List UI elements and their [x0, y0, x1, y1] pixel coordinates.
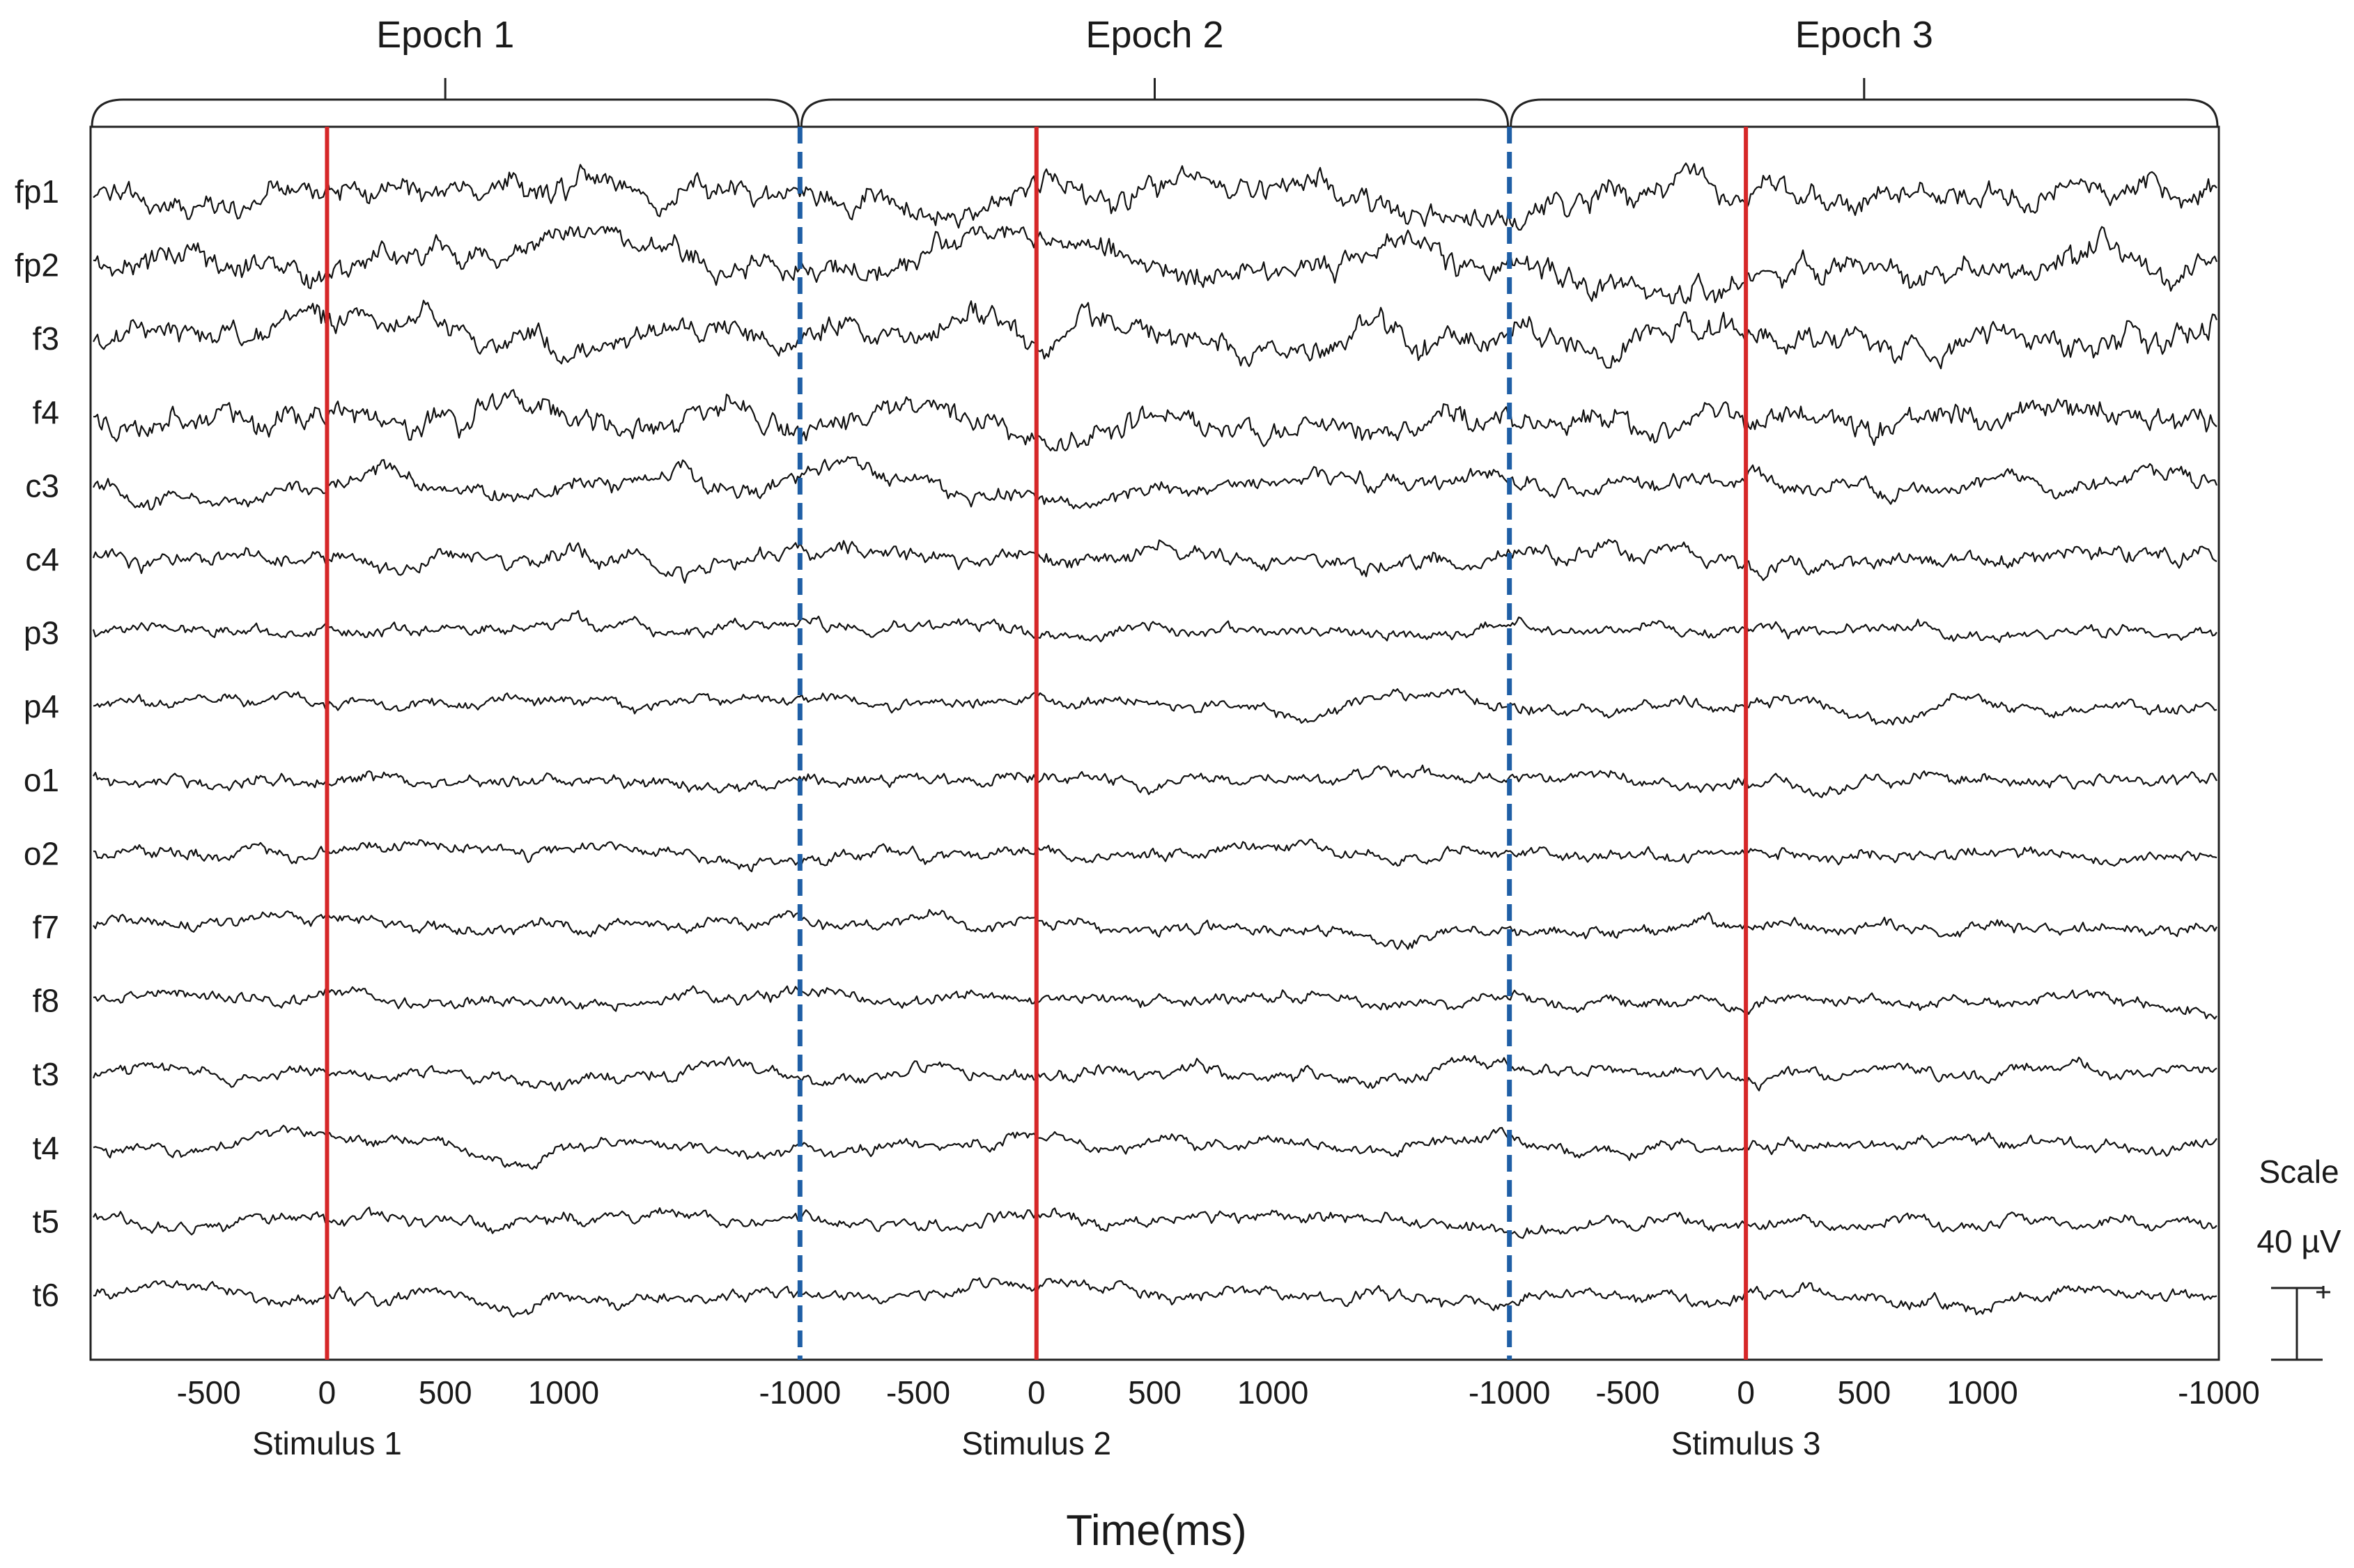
tick-label: 0 [1737, 1374, 1755, 1411]
trace-p4 [93, 688, 2217, 726]
x-tick-labels: -500 0 500 1000 -1000 -500 0 500 1000 -1000 -500 0 5… [177, 1374, 2260, 1411]
scale-title: Scale [2259, 1154, 2339, 1190]
channel-label-o1: o1 [24, 762, 59, 798]
tick-label: -1000 [759, 1374, 842, 1411]
trace-f4 [93, 389, 2217, 451]
channel-label-p4: p4 [24, 688, 59, 724]
tick-label: 500 [419, 1374, 472, 1411]
trace-p3 [92, 610, 2217, 643]
scale-bar-line [2271, 1287, 2323, 1361]
trace-o1 [93, 764, 2217, 798]
channel-labels: fp1 fp2 f3 f4 c3 c4 p3 p4 o1 o2 f7 f8 t3 t4 t5 t6 [15, 173, 59, 1313]
channel-label-fp2: fp2 [15, 247, 59, 284]
channel-label-f8: f8 [33, 983, 59, 1019]
channel-label-f3: f3 [33, 320, 59, 357]
epoch-bracket-3 [1510, 78, 2219, 127]
x-axis-title: Time(ms) [1066, 1507, 1246, 1555]
stimulus-and-boundary-markers [325, 127, 1749, 1360]
tick-label: 500 [1128, 1374, 1182, 1411]
trace-fp1 [93, 162, 2217, 231]
scale-bar-tick [2316, 1286, 2330, 1298]
trace-t4 [93, 1124, 2217, 1170]
tick-label: -500 [886, 1374, 950, 1411]
channel-label-f7: f7 [33, 909, 59, 945]
channel-label-t5: t5 [33, 1203, 59, 1239]
tick-label: 1000 [1946, 1374, 2018, 1411]
epoch-brackets [91, 78, 2219, 127]
epoch-labels: Epoch 1 Epoch 2 Epoch 3 [376, 14, 1933, 56]
scale-value: 40 µV [2256, 1223, 2341, 1259]
epoch-label-1: Epoch 1 [376, 14, 514, 56]
tick-label: 0 [318, 1374, 336, 1411]
epoch-label-3: Epoch 3 [1795, 14, 1933, 56]
channel-label-o2: o2 [24, 835, 59, 871]
trace-c4 [92, 538, 2217, 584]
trace-f7 [93, 908, 2217, 950]
channel-label-f4: f4 [33, 394, 59, 430]
channel-label-c4: c4 [25, 541, 59, 577]
channel-label-t6: t6 [33, 1277, 59, 1313]
trace-f3 [93, 300, 2218, 370]
stimulus-label-3: Stimulus 3 [1671, 1425, 1821, 1461]
channel-label-fp1: fp1 [15, 173, 59, 210]
epoch-bracket-1 [91, 78, 800, 127]
stimulus-label-1: Stimulus 1 [252, 1425, 402, 1461]
channel-label-p3: p3 [24, 615, 59, 651]
tick-label: 500 [1837, 1374, 1891, 1411]
tick-label: -1000 [2178, 1374, 2260, 1411]
trace-fp2 [93, 226, 2218, 304]
epoch-label-2: Epoch 2 [1085, 14, 1223, 56]
eeg-traces [92, 162, 2218, 1318]
epoch-bracket-2 [800, 78, 1510, 127]
stimulus-label-2: Stimulus 2 [961, 1425, 1111, 1461]
tick-label: -500 [177, 1374, 241, 1411]
tick-label: 1000 [528, 1374, 599, 1411]
tick-label: -500 [1595, 1374, 1659, 1411]
trace-t6 [93, 1277, 2217, 1318]
plot-frame [89, 125, 2220, 1361]
trace-c3 [93, 456, 2218, 511]
tick-label: -1000 [1469, 1374, 1551, 1411]
trace-t5 [93, 1206, 2217, 1239]
tick-label: 0 [1028, 1374, 1046, 1411]
tick-label: 1000 [1237, 1374, 1308, 1411]
channel-label-c3: c3 [25, 467, 59, 504]
trace-t3 [92, 1055, 2217, 1092]
channel-label-t3: t3 [33, 1056, 59, 1092]
trace-f8 [93, 985, 2217, 1020]
channel-label-t4: t4 [33, 1130, 59, 1166]
stimulus-labels: Stimulus 1 Stimulus 2 Stimulus 3 [252, 1425, 1820, 1461]
trace-o2 [93, 838, 2217, 873]
scale-bar: Scale 40 µV [2256, 1154, 2341, 1361]
